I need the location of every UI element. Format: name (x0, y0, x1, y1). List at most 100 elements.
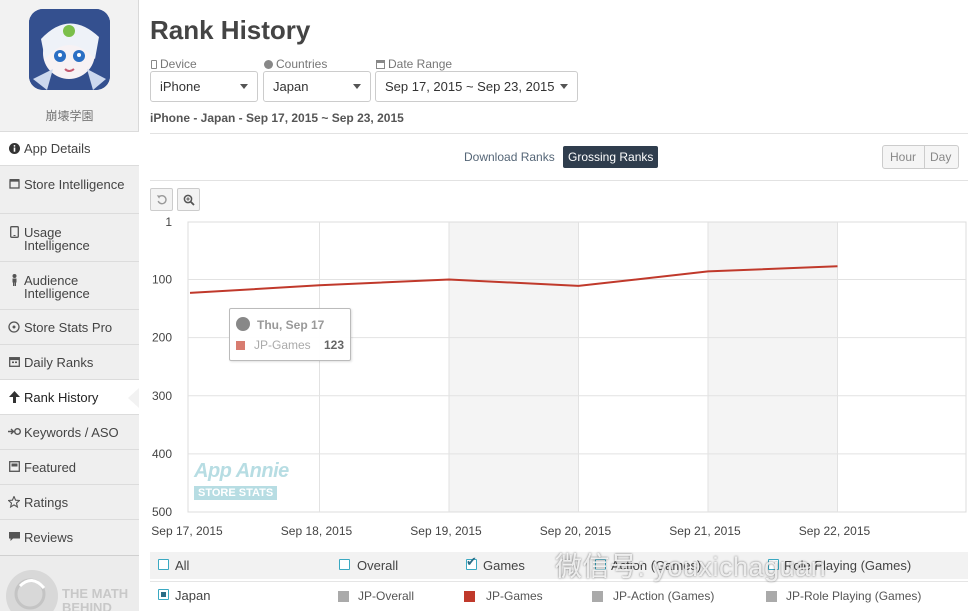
checkbox-action-games[interactable] (595, 559, 606, 570)
tooltip-value: 123 (324, 338, 345, 352)
device-label: Device (151, 57, 197, 71)
sidebar-item-label: Audience Intelligence (24, 273, 90, 301)
sidebar-item-store-stats-pro[interactable]: Store Stats Pro (0, 309, 139, 344)
svg-text:BEHIND: BEHIND (62, 600, 112, 611)
y-tick-label: 1 (165, 215, 172, 229)
device-value: iPhone (160, 79, 201, 94)
x-tick-label: Sep 17, 2015 (151, 524, 223, 538)
footer-logo: THE MATH BEHIND (0, 555, 139, 611)
date-range-label: Date Range (376, 57, 452, 71)
chevron-down-icon (240, 84, 248, 89)
sidebar-item-label: Store Intelligence (24, 177, 125, 192)
sidebar-item-rank-history[interactable]: Rank History (0, 379, 139, 414)
checkbox-all[interactable] (158, 559, 169, 570)
checkmark-icon: ✔ (466, 554, 477, 569)
chevron-down-icon (353, 84, 361, 89)
y-tick-label: 400 (152, 447, 172, 461)
download-ranks-button[interactable]: Download Ranks (464, 150, 555, 164)
date-range-dropdown[interactable]: Sep 17, 2015 ~ Sep 23, 2015 (375, 71, 578, 102)
series-swatch (592, 591, 603, 602)
app-annie-watermark: App Annie STORE STATS (194, 460, 289, 500)
hour-button[interactable]: Hour (890, 150, 917, 164)
category-label: Overall (357, 558, 399, 573)
chevron-down-icon (560, 84, 568, 89)
calendar-icon (8, 356, 20, 370)
store-icon (8, 178, 20, 192)
active-pointer-icon (128, 388, 139, 408)
calendar-icon (376, 60, 385, 69)
filter-summary: iPhone - Japan - Sep 17, 2015 ~ Sep 23, … (150, 111, 404, 125)
date-range-value: Sep 17, 2015 ~ Sep 23, 2015 (385, 79, 555, 94)
arrow-up-icon (8, 391, 20, 406)
device-icon (151, 60, 157, 69)
rank-chart: 1 100 200 300 400 500 Sep 17, 2015 Sep 18, 201… (151, 215, 967, 538)
tooltip-date: Thu, Sep 17 (257, 318, 325, 332)
zoom-icon (183, 194, 195, 206)
wechat-watermark: 微信号: youxichaguan (555, 552, 827, 582)
category-legend: All Overall ✔ Games Action (Games) Role … (150, 552, 968, 579)
info-icon (8, 143, 20, 157)
keyword-icon (8, 426, 21, 440)
globe-icon (236, 317, 250, 331)
sidebar-item-app-details[interactable]: App Details (0, 131, 139, 165)
tooltip-series: JP-Games (254, 338, 311, 352)
phone-icon (8, 226, 20, 241)
y-tick-label: 200 (152, 331, 172, 345)
series-label[interactable]: JP-Overall (358, 589, 415, 603)
undo-icon (156, 194, 167, 205)
checkbox-overall[interactable] (339, 559, 350, 570)
divider (150, 133, 968, 134)
sidebar-item-usage-intelligence[interactable]: Usage Intelligence (0, 213, 139, 261)
category-label: Role Playing (Games) (784, 558, 912, 573)
chart-band (708, 222, 838, 512)
star-icon (7, 495, 21, 511)
series-label[interactable]: JP-Role Playing (Games) (786, 589, 922, 603)
countries-dropdown[interactable]: Japan (263, 71, 371, 102)
sidebar-item-label: Daily Ranks (24, 355, 94, 370)
checkbox-japan[interactable] (158, 589, 169, 600)
divider (150, 180, 968, 181)
chart-band (449, 222, 579, 512)
series-swatch (338, 591, 349, 602)
globe-icon (264, 60, 273, 69)
featured-icon (8, 461, 20, 475)
sidebar-item-ratings[interactable]: Ratings (0, 484, 139, 519)
series-label[interactable]: JP-Games (486, 589, 543, 603)
x-tick-label: Sep 21, 2015 (669, 524, 741, 538)
countries-value: Japan (273, 79, 309, 94)
series-label[interactable]: JP-Action (Games) (613, 589, 715, 603)
series-legend: Japan JP-Overall JP-Games JP-Action (Gam… (150, 581, 968, 611)
chart-tooltip: Thu, Sep 17 JP-Games 123 (229, 308, 351, 361)
series-swatch (766, 591, 777, 602)
person-icon (8, 274, 20, 289)
y-tick-label: 500 (152, 505, 172, 519)
sidebar-item-daily-ranks[interactable]: Daily Ranks (0, 344, 139, 379)
gauge-icon (8, 321, 20, 336)
sidebar-item-keywords-aso[interactable]: Keywords / ASO (0, 414, 139, 449)
zoom-button[interactable] (177, 188, 200, 211)
sidebar-item-label: Reviews (24, 530, 74, 545)
x-tick-label: Sep 18, 2015 (281, 524, 353, 538)
checkbox-role-playing-games[interactable] (768, 559, 779, 570)
chat-icon (8, 531, 20, 545)
sidebar-item-store-intelligence[interactable]: Store Intelligence (0, 165, 139, 213)
tooltip-swatch (236, 341, 245, 350)
reset-zoom-button[interactable] (150, 188, 173, 211)
app-name: 崩壊学園 (45, 109, 94, 123)
category-label: All (175, 558, 190, 573)
day-button[interactable]: Day (930, 150, 952, 164)
sidebar-item-label: Keywords / ASO (24, 425, 119, 440)
sidebar-item-label: Ratings (24, 495, 69, 510)
device-dropdown[interactable]: iPhone (150, 71, 258, 102)
sidebar-item-audience-intelligence[interactable]: Audience Intelligence (0, 261, 139, 309)
country-label: Japan (175, 588, 211, 603)
checkbox-games[interactable] (466, 559, 477, 570)
series-line-jp-games (189, 265, 838, 294)
sidebar-item-label: Store Stats Pro (24, 320, 113, 335)
series-swatch (464, 591, 475, 602)
sidebar-item-label: App Details (24, 141, 91, 156)
sidebar-item-featured[interactable]: Featured (0, 449, 139, 484)
sidebar-item-reviews[interactable]: Reviews (0, 519, 139, 555)
sidebar-item-label: Rank History (24, 390, 99, 405)
grossing-ranks-button[interactable]: Grossing Ranks (563, 146, 659, 168)
